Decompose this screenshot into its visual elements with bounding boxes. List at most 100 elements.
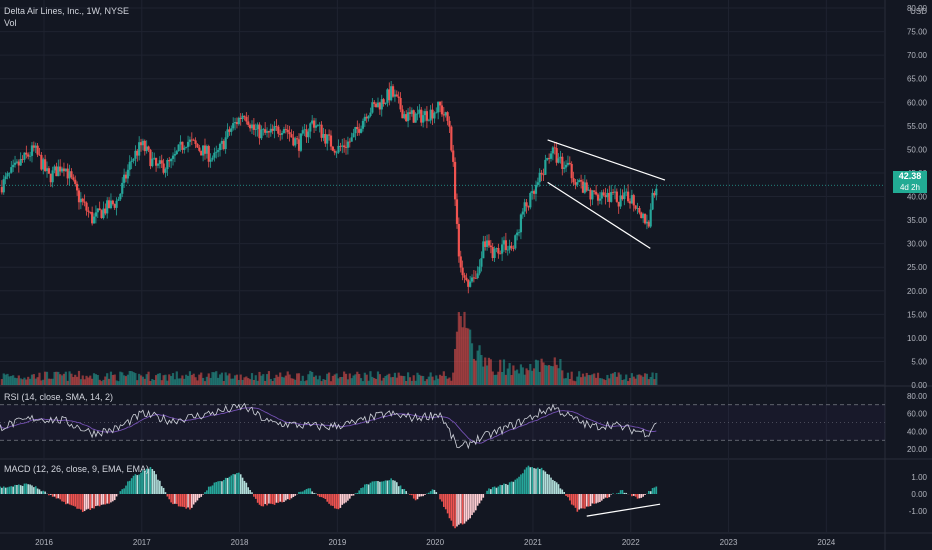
candle-body xyxy=(478,266,481,274)
candle-body xyxy=(77,190,81,203)
macd-bar xyxy=(98,494,101,507)
volume-bar xyxy=(352,375,355,385)
macd-bar xyxy=(617,492,620,494)
volume-bar xyxy=(111,374,114,385)
volume-bar xyxy=(311,372,314,385)
candle-body xyxy=(623,192,626,200)
candle-body xyxy=(487,240,491,246)
candle-body xyxy=(17,161,20,166)
macd-bar xyxy=(379,481,381,494)
macd-bar xyxy=(189,494,191,510)
volume-bar xyxy=(457,312,460,385)
volume-bar xyxy=(232,378,235,385)
volume-bar xyxy=(506,368,509,385)
volume-bar xyxy=(437,378,440,385)
volume-bar xyxy=(188,371,192,385)
candle-body xyxy=(369,112,372,116)
volume-bar xyxy=(504,374,507,385)
macd-bar xyxy=(136,475,139,494)
volume-bar xyxy=(645,373,649,385)
candle-body xyxy=(121,182,124,194)
time-tick-label: 2017 xyxy=(133,538,151,547)
macd-bar xyxy=(362,487,364,494)
volume-bar xyxy=(517,373,521,385)
volume-bar xyxy=(549,365,553,385)
candle-body xyxy=(36,145,39,155)
macd-bar xyxy=(230,475,233,494)
macd-bar xyxy=(164,492,167,494)
candle-body xyxy=(149,149,152,167)
candle-body xyxy=(237,117,240,125)
candle-body xyxy=(416,113,419,115)
candle-body xyxy=(566,162,570,165)
macd-bar xyxy=(584,494,586,509)
candle-body xyxy=(81,198,84,202)
macd-bar xyxy=(324,494,327,500)
candle-body xyxy=(643,213,647,224)
candle-body xyxy=(241,115,244,120)
volume-bar xyxy=(431,376,434,385)
volume-bar xyxy=(107,378,111,385)
volume-bar xyxy=(149,381,152,385)
macd-bar xyxy=(249,490,251,494)
macd-bar xyxy=(497,486,500,494)
macd-bar xyxy=(271,494,274,505)
volume-bar xyxy=(203,381,207,385)
macd-bar xyxy=(275,494,278,503)
volume-bar xyxy=(243,377,246,385)
volume-bar xyxy=(536,360,539,385)
volume-bar xyxy=(331,375,334,385)
candle-body xyxy=(525,202,528,207)
volume-bar xyxy=(382,377,385,385)
candle-body xyxy=(224,137,227,150)
macd-bar xyxy=(232,474,234,494)
macd-bar xyxy=(243,480,246,494)
volume-bar xyxy=(284,375,287,385)
macd-bar xyxy=(345,494,347,503)
candle-body xyxy=(348,141,351,143)
macd-bar xyxy=(333,494,336,509)
volume-bar xyxy=(574,381,577,385)
volume-bar xyxy=(561,370,564,385)
candle-body xyxy=(519,214,523,233)
candle-body xyxy=(267,131,271,133)
macd-bar xyxy=(31,485,33,494)
volume-bar xyxy=(585,372,588,385)
volume-bar xyxy=(168,374,171,385)
candle-body xyxy=(497,248,500,254)
macd-bar xyxy=(288,494,291,500)
macd-bar xyxy=(563,492,565,494)
candle-body xyxy=(343,145,346,148)
volume-bar xyxy=(92,373,96,385)
volume-bar xyxy=(376,371,380,385)
candle-body xyxy=(459,256,462,268)
candle-body xyxy=(365,116,368,119)
volume-bar xyxy=(117,381,120,385)
macd-bar xyxy=(416,494,419,500)
price-tick-label: 30.00 xyxy=(907,240,928,249)
volume-bar xyxy=(42,379,45,385)
candle-body xyxy=(593,190,596,192)
volume-bar xyxy=(613,371,617,385)
candle-body xyxy=(170,158,173,162)
volume-bar xyxy=(527,370,530,385)
volume-bar xyxy=(294,379,297,385)
macd-bar xyxy=(204,492,206,494)
macd-bar xyxy=(491,487,494,494)
candle-body xyxy=(207,146,210,162)
macd-bar xyxy=(552,479,554,494)
volume-bar xyxy=(367,380,370,385)
candle-body xyxy=(12,164,15,168)
volume-bar xyxy=(254,375,257,385)
macd-bar xyxy=(514,479,517,494)
candle-body xyxy=(549,153,553,159)
macd-bar xyxy=(350,494,353,496)
macd-bar xyxy=(121,489,124,494)
candle-body xyxy=(25,152,28,155)
candle-body xyxy=(303,129,306,131)
macd-bar xyxy=(375,481,377,494)
candle-body xyxy=(57,166,60,177)
candle-body xyxy=(495,248,498,249)
macd-bar xyxy=(27,484,30,494)
